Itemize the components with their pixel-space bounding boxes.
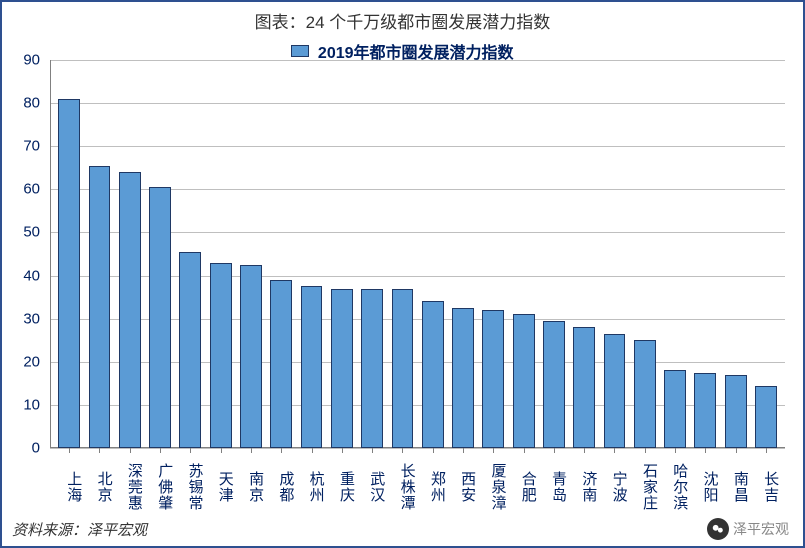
x-tick-label: 天津: [205, 452, 235, 518]
bar: [543, 321, 565, 448]
x-tick-label: 宁波: [599, 452, 629, 518]
bar: [331, 289, 353, 449]
watermark-text: 泽平宏观: [733, 519, 789, 539]
bar: [361, 289, 383, 449]
watermark: 泽平宏观: [707, 518, 789, 540]
x-tick-label: 成都: [266, 452, 296, 518]
x-tick-label: 长吉: [751, 452, 781, 518]
bar: [392, 289, 414, 449]
y-tick-label: 40: [23, 267, 40, 284]
bar-slot: [175, 60, 205, 448]
bar-slot: [236, 60, 266, 448]
x-tick-label: 长株潭: [387, 452, 417, 518]
chart-container: 图表：24 个千万级都市圈发展潜力指数 2019年都市圈发展潜力指数 01020…: [0, 0, 805, 548]
legend-swatch: [291, 45, 309, 57]
bar: [301, 286, 323, 448]
chart-title: 图表：24 个千万级都市圈发展潜力指数: [2, 2, 803, 35]
x-tick-label: 重庆: [327, 452, 357, 518]
y-tick-label: 90: [23, 52, 40, 69]
y-tick-label: 60: [23, 181, 40, 198]
bar: [634, 340, 656, 448]
bar-slot: [569, 60, 599, 448]
bar: [149, 187, 171, 448]
x-tick-label: 苏锡常: [175, 452, 205, 518]
x-tick-label: 杭州: [296, 452, 326, 518]
bar-slot: [266, 60, 296, 448]
bar: [604, 334, 626, 448]
bar: [119, 172, 141, 448]
x-tick-label: 西安: [448, 452, 478, 518]
x-tick-label: 哈尔滨: [660, 452, 690, 518]
y-axis: 0102030405060708090: [2, 60, 46, 448]
x-tick-label: 合肥: [508, 452, 538, 518]
x-tick-label: 郑州: [418, 452, 448, 518]
y-tick-label: 50: [23, 224, 40, 241]
bar-slot: [357, 60, 387, 448]
bar-slot: [54, 60, 84, 448]
bar: [694, 373, 716, 448]
x-tick-label: 厦泉漳: [478, 452, 508, 518]
bar: [725, 375, 747, 448]
y-tick-label: 30: [23, 310, 40, 327]
bar-slot: [751, 60, 781, 448]
wechat-icon: [707, 518, 729, 540]
bar-slot: [84, 60, 114, 448]
bars-group: [50, 60, 785, 448]
x-tick-label: 深莞惠: [115, 452, 145, 518]
bar-slot: [660, 60, 690, 448]
x-tick-label: 北京: [84, 452, 114, 518]
bar: [422, 301, 444, 448]
y-tick-label: 80: [23, 95, 40, 112]
bar: [240, 265, 262, 448]
bar-slot: [418, 60, 448, 448]
bar-slot: [327, 60, 357, 448]
bar: [89, 166, 111, 448]
bar: [270, 280, 292, 448]
bar-slot: [690, 60, 720, 448]
bar-slot: [478, 60, 508, 448]
plot-area: [50, 60, 785, 448]
x-tick-label: 济南: [569, 452, 599, 518]
y-tick-label: 10: [23, 396, 40, 413]
bar-slot: [205, 60, 235, 448]
x-tick-label: 武汉: [357, 452, 387, 518]
x-tick-label: 上海: [54, 452, 84, 518]
bar-slot: [145, 60, 175, 448]
bar-slot: [630, 60, 660, 448]
x-axis-labels: 上海北京深莞惠广佛肇苏锡常天津南京成都杭州重庆武汉长株潭郑州西安厦泉漳合肥青岛济…: [50, 452, 785, 518]
bar: [482, 310, 504, 448]
y-tick-label: 70: [23, 138, 40, 155]
x-tick-label: 南京: [236, 452, 266, 518]
x-tick-label: 南昌: [721, 452, 751, 518]
bar: [755, 386, 777, 449]
bar-slot: [539, 60, 569, 448]
bar-slot: [508, 60, 538, 448]
y-tick-label: 20: [23, 353, 40, 370]
x-tick-label: 石家庄: [630, 452, 660, 518]
x-tick-label: 青岛: [539, 452, 569, 518]
bar: [210, 263, 232, 448]
bar: [513, 314, 535, 448]
x-tick-label: 广佛肇: [145, 452, 175, 518]
bar: [573, 327, 595, 448]
bar: [58, 99, 80, 448]
bar: [664, 370, 686, 448]
source-text: 资料来源：泽平宏观: [12, 519, 147, 540]
bar-slot: [115, 60, 145, 448]
bar: [179, 252, 201, 448]
bar-slot: [721, 60, 751, 448]
y-tick-label: 0: [32, 440, 40, 457]
bar-slot: [296, 60, 326, 448]
bar-slot: [448, 60, 478, 448]
x-tick-label: 沈阳: [690, 452, 720, 518]
bar-slot: [387, 60, 417, 448]
bar: [452, 308, 474, 448]
bar-slot: [599, 60, 629, 448]
